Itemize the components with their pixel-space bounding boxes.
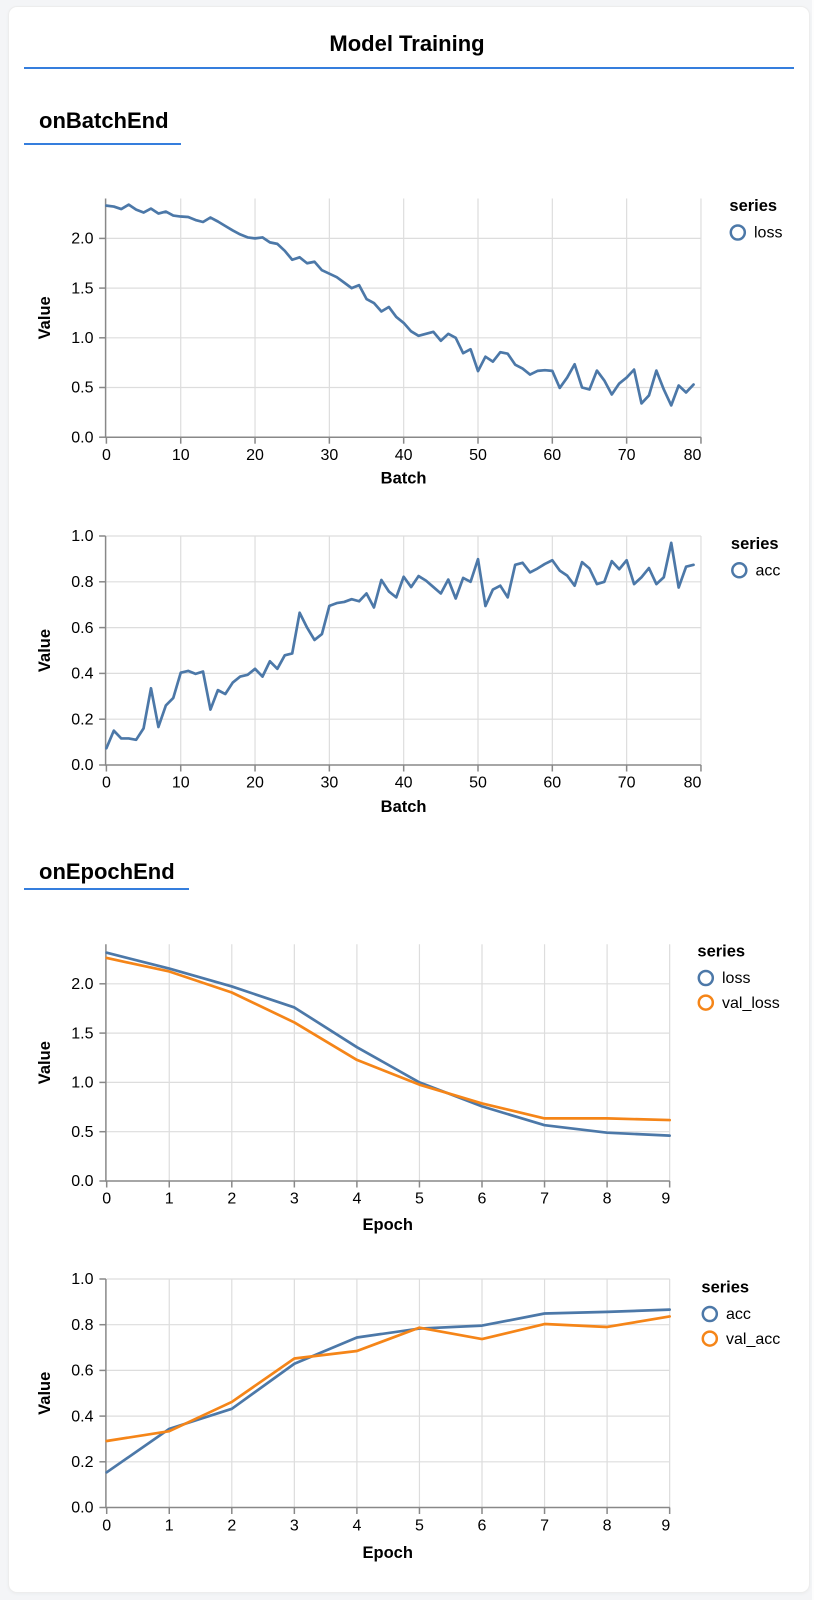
svg-text:loss: loss: [722, 970, 750, 987]
svg-text:30: 30: [320, 775, 338, 792]
svg-text:loss: loss: [754, 225, 782, 242]
svg-text:2: 2: [227, 1191, 236, 1208]
svg-text:2: 2: [227, 1518, 236, 1535]
svg-text:0.5: 0.5: [71, 380, 93, 397]
svg-text:80: 80: [684, 775, 702, 792]
svg-text:series: series: [731, 535, 779, 553]
svg-text:0.8: 0.8: [71, 574, 93, 591]
svg-text:acc: acc: [726, 1306, 751, 1323]
svg-text:10: 10: [172, 775, 190, 792]
svg-text:9: 9: [661, 1191, 670, 1208]
svg-text:0.5: 0.5: [71, 1124, 93, 1141]
svg-text:60: 60: [543, 447, 561, 464]
svg-text:20: 20: [246, 775, 264, 792]
svg-text:Batch: Batch: [381, 798, 427, 816]
svg-text:2.0: 2.0: [71, 231, 93, 248]
svg-text:1.5: 1.5: [71, 280, 93, 297]
svg-text:20: 20: [246, 447, 264, 464]
svg-text:series: series: [697, 943, 745, 961]
svg-text:3: 3: [290, 1191, 299, 1208]
svg-text:6: 6: [478, 1518, 487, 1535]
svg-text:series: series: [729, 197, 777, 215]
svg-text:0: 0: [102, 1191, 111, 1208]
svg-text:0.0: 0.0: [71, 1500, 93, 1517]
svg-text:0.0: 0.0: [71, 1173, 93, 1190]
svg-text:1.5: 1.5: [71, 1025, 93, 1042]
svg-text:val_acc: val_acc: [726, 1331, 780, 1348]
svg-text:70: 70: [618, 775, 636, 792]
svg-text:1.0: 1.0: [71, 330, 93, 347]
svg-text:0.0: 0.0: [71, 429, 93, 446]
svg-text:Value: Value: [36, 1041, 54, 1084]
svg-text:0.4: 0.4: [71, 1408, 93, 1425]
svg-text:50: 50: [469, 447, 487, 464]
svg-text:4: 4: [352, 1191, 361, 1208]
svg-text:1: 1: [165, 1191, 174, 1208]
svg-text:7: 7: [540, 1191, 549, 1208]
svg-text:Value: Value: [36, 1372, 54, 1415]
svg-text:7: 7: [540, 1518, 549, 1535]
svg-text:1.0: 1.0: [71, 1075, 93, 1092]
svg-text:30: 30: [320, 447, 338, 464]
svg-text:5: 5: [415, 1518, 424, 1535]
svg-text:Epoch: Epoch: [362, 1216, 412, 1234]
svg-text:0: 0: [102, 447, 111, 464]
svg-text:40: 40: [395, 447, 413, 464]
svg-text:1.0: 1.0: [71, 528, 93, 545]
svg-text:50: 50: [469, 775, 487, 792]
svg-text:8: 8: [603, 1518, 612, 1535]
svg-text:0.4: 0.4: [71, 666, 93, 683]
svg-text:8: 8: [603, 1191, 612, 1208]
svg-text:2.0: 2.0: [71, 976, 93, 993]
svg-text:4: 4: [352, 1518, 361, 1535]
svg-text:0.8: 0.8: [71, 1317, 93, 1334]
svg-text:40: 40: [395, 775, 413, 792]
svg-text:0.0: 0.0: [71, 757, 93, 774]
svg-text:0.2: 0.2: [71, 1454, 93, 1471]
svg-text:1: 1: [165, 1518, 174, 1535]
svg-text:70: 70: [618, 447, 636, 464]
svg-text:Batch: Batch: [381, 470, 427, 488]
svg-text:60: 60: [543, 775, 561, 792]
svg-text:acc: acc: [756, 563, 781, 580]
svg-text:0: 0: [102, 775, 111, 792]
svg-text:0.6: 0.6: [71, 620, 93, 637]
svg-text:3: 3: [290, 1518, 299, 1535]
svg-text:10: 10: [172, 447, 190, 464]
svg-text:series: series: [701, 1279, 749, 1297]
svg-text:0.6: 0.6: [71, 1363, 93, 1380]
svg-text:Epoch: Epoch: [362, 1544, 412, 1562]
svg-text:80: 80: [684, 447, 702, 464]
svg-text:val_loss: val_loss: [722, 995, 780, 1012]
svg-text:9: 9: [661, 1518, 670, 1535]
svg-text:6: 6: [478, 1191, 487, 1208]
svg-text:1.0: 1.0: [71, 1271, 93, 1288]
svg-text:Value: Value: [36, 629, 54, 672]
svg-text:5: 5: [415, 1191, 424, 1208]
svg-text:Value: Value: [36, 296, 54, 339]
svg-text:0.2: 0.2: [71, 711, 93, 728]
svg-text:0: 0: [102, 1518, 111, 1535]
